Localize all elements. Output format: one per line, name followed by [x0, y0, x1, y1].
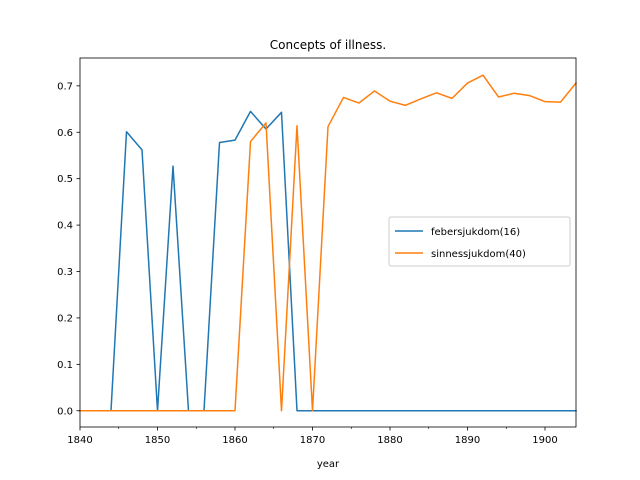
x-tick-label: 1900	[532, 435, 557, 446]
y-tick-label: 0.4	[57, 221, 73, 232]
series-line-febersjukdom	[79, 110, 577, 412]
x-tick-label: 1840	[67, 435, 92, 446]
y-axis-ticks: 0.0 0.1 0.2 0.3 0.4 0.5 0.6 0.7	[57, 81, 80, 417]
chart-title: Concepts of illness.	[270, 38, 386, 52]
plot-lines	[79, 74, 578, 412]
x-tick-label: 1850	[145, 435, 170, 446]
x-tick-label: 1860	[222, 435, 247, 446]
y-tick-label: 0.6	[57, 128, 73, 139]
y-tick-label: 0.7	[57, 81, 73, 92]
y-tick-label: 0.1	[57, 360, 73, 371]
x-tick-label: 1890	[455, 435, 480, 446]
x-tick-label: 1880	[377, 435, 402, 446]
x-axis-label: year	[317, 459, 340, 470]
y-tick-label: 0.5	[57, 174, 73, 185]
legend-label-febersjukdom: febersjukdom(16)	[431, 227, 520, 238]
y-tick-label: 0.0	[57, 406, 73, 417]
x-axis-ticks: 1840 1850 1860 1870 1880 1890 1900	[67, 427, 558, 446]
y-tick-label: 0.2	[57, 313, 73, 324]
legend-label-sinnessjukdom: sinnessjukdom(40)	[431, 249, 526, 260]
y-tick-label: 0.3	[57, 267, 73, 278]
plot-frame	[79, 57, 577, 428]
legend: febersjukdom(16) sinnessjukdom(40)	[388, 216, 571, 267]
series-line-sinnessjukdom	[79, 74, 578, 412]
x-tick-label: 1870	[300, 435, 325, 446]
legend-box	[388, 216, 571, 267]
